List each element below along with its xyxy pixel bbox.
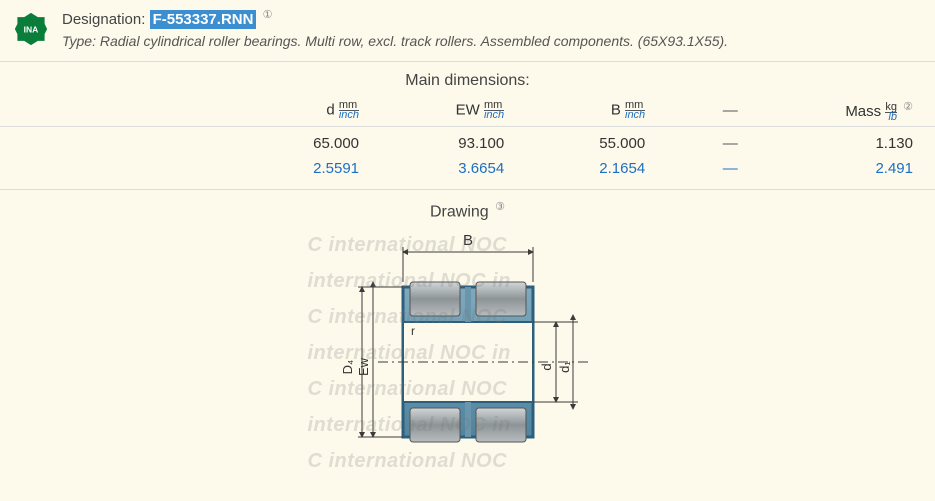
b-mm: 55.000: [526, 126, 667, 156]
svg-text:Ew: Ew: [356, 357, 371, 376]
blank-mm: —: [667, 126, 760, 156]
drawing-title: Drawing ③: [0, 190, 935, 227]
col-blank-header: —: [667, 96, 760, 126]
svg-text:r: r: [411, 324, 415, 338]
mass-kg: 1.130: [760, 126, 935, 156]
col-ew-header: EW mminch: [381, 96, 526, 126]
drawing-figure: C international NOC international NOC in…: [318, 227, 618, 467]
type-value: Radial cylindrical roller bearings. Mult…: [100, 33, 728, 49]
d-in: 2.5591: [240, 156, 381, 181]
svg-text:d₁: d₁: [557, 360, 572, 372]
type-label: Type:: [62, 33, 96, 49]
designation-line: Designation: F-553337.RNN ①: [62, 8, 921, 28]
svg-text:d: d: [539, 363, 554, 370]
main-dimensions-title: Main dimensions:: [0, 62, 935, 96]
col-b-header: B mminch: [526, 96, 667, 126]
ew-in: 3.6654: [381, 156, 526, 181]
blank-in: —: [667, 156, 760, 181]
b-in: 2.1654: [526, 156, 667, 181]
col-d-header: d mminch: [240, 96, 381, 126]
mass-lb: 2.491: [760, 156, 935, 181]
type-line: Type: Radial cylindrical roller bearings…: [62, 33, 921, 49]
designation-value[interactable]: F-553337.RNN: [150, 10, 257, 29]
designation-label: Designation:: [62, 11, 145, 28]
svg-text:D₄: D₄: [340, 360, 355, 375]
svg-text:INA: INA: [24, 24, 39, 34]
designation-footnote-icon: ①: [263, 8, 273, 21]
d-mm: 65.000: [240, 126, 381, 156]
col-mass-header: Mass kglb ②: [760, 96, 935, 126]
brand-logo: INA: [14, 12, 48, 46]
svg-text:B: B: [462, 232, 472, 249]
dimensions-table: d mminch EW mminch B mminch — Mass kglb …: [0, 96, 935, 181]
ew-mm: 93.100: [381, 126, 526, 156]
